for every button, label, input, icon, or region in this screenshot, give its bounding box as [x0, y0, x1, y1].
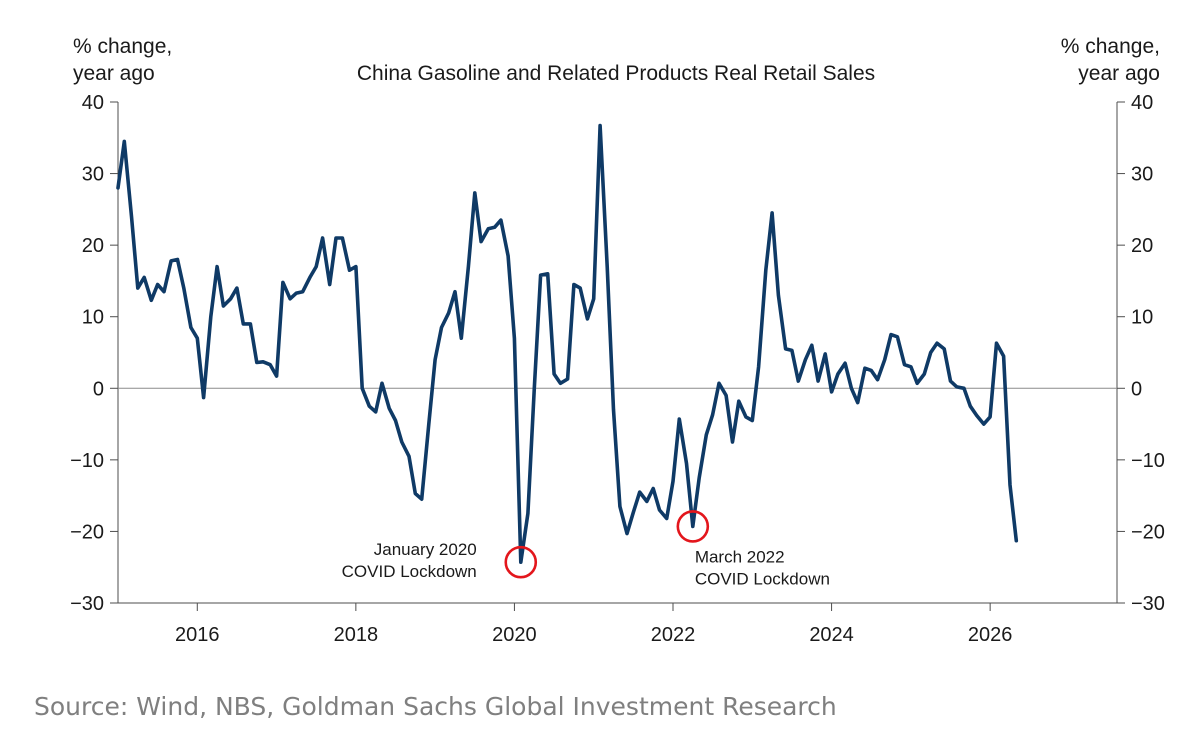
y-axis-label-left-line2: year ago [73, 62, 155, 85]
x-tick-label: 2020 [492, 624, 537, 646]
annotation-marker [504, 545, 538, 579]
annotation-label: COVID Lockdown [695, 569, 830, 588]
y-tick-label-right: 20 [1131, 235, 1153, 257]
plot-area [116, 123, 1019, 564]
series-line [116, 123, 1019, 564]
y-axis-label-left-line1: % change, [73, 35, 172, 58]
x-tick-label: 2026 [968, 624, 1013, 646]
y-tick-label-right: 10 [1131, 307, 1153, 329]
annotation-label: March 2022 [695, 547, 785, 566]
x-tick-label: 2018 [334, 624, 379, 646]
annotations: January 2020 COVID Lockdown March 2022 COVI… [342, 510, 830, 588]
chart: China Gasoline and Related Products Real… [70, 35, 1165, 646]
y-tick-label-left: 30 [82, 164, 104, 186]
x-tick-label: 2024 [809, 624, 854, 646]
y-tick-label-right: 30 [1131, 164, 1153, 186]
y-tick-label-left: 0 [93, 378, 104, 400]
y-tick-label-left: 40 [82, 92, 104, 114]
annotation-marker [676, 510, 710, 543]
chart-title: China Gasoline and Related Products Real… [357, 62, 875, 85]
annotation-label: COVID Lockdown [342, 562, 477, 581]
annotation-label: January 2020 [374, 540, 477, 559]
y-tick-label-right: −10 [1131, 450, 1165, 472]
y-tick-label-left: −20 [70, 521, 104, 543]
y-tick-label-left: 10 [82, 307, 104, 329]
x-tick-label: 2022 [651, 624, 696, 646]
x-tick-label: 2016 [175, 624, 220, 646]
y-tick-label-left: −10 [70, 450, 104, 472]
y-axis-label-right-line2: year ago [1078, 62, 1160, 85]
y-tick-label-right: −20 [1131, 521, 1165, 543]
y-tick-label-left: −30 [70, 593, 104, 615]
y-tick-label-right: 0 [1131, 378, 1142, 400]
y-axis-label-right-line1: % change, [1061, 35, 1160, 58]
y-tick-label-right: −30 [1131, 593, 1165, 615]
source-note: Source: Wind, NBS, Goldman Sachs Global … [34, 692, 837, 721]
y-tick-label-left: 20 [82, 235, 104, 257]
y-tick-label-right: 40 [1131, 92, 1153, 114]
